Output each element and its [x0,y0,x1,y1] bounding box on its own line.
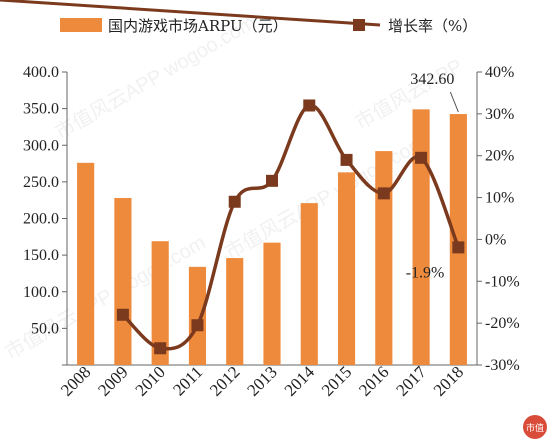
corner-logo: 市值 [523,415,547,439]
bar [412,109,430,365]
bar [226,258,244,365]
bar [188,266,207,365]
line-marker [116,308,129,321]
right-axis-ticks: -30% -20% -10% 0% 10% 20% 30% 40% [477,64,520,374]
left-tick-label: 100.0 [23,284,59,301]
right-tick-label: 20% [485,148,514,165]
right-tick-label: 0% [485,231,506,248]
legend-line-label: 增长率（%） [388,17,477,35]
bar [337,172,356,365]
legend-line-swatch [0,0,381,27]
watermark-text: 市值风云APP [351,54,466,134]
line-marker [191,319,204,332]
line-marker [228,195,241,208]
legend: 国内游戏市场ARPU（元） 增长率（%） [0,0,477,35]
right-tick-label: -20% [485,315,520,332]
bar [151,241,169,365]
line-marker [340,153,353,166]
bar [449,114,467,365]
bar [300,203,318,365]
growth-value-label: -1.9% [406,264,445,281]
bar [77,162,95,365]
bar-series [77,109,467,365]
line-marker [154,342,167,355]
x-axis-ticks: 2008 2009 2010 2011 2012 2013 2014 2015 2016 2017… [57,362,467,400]
right-tick-label: -10% [485,273,520,290]
left-tick-label: 350.0 [23,101,59,118]
right-tick-label: 30% [485,106,514,123]
left-axis-ticks: 50.0 100.0 150.0 200.0 250.0 300.0 350.0 400.0 [23,64,67,366]
left-tick-label: 250.0 [23,174,59,191]
legend-bar-label: 国内游戏市场ARPU（元） [108,17,288,35]
bar-value-leader [449,91,459,113]
line-marker [415,151,428,164]
legend-bar-swatch [60,18,102,32]
left-tick-label: 400.0 [23,64,59,81]
line-marker [303,99,316,112]
line-series [116,99,465,355]
x-tick-label: 2010 [132,362,169,399]
bar [114,197,132,365]
x-tick-label: 2012 [206,362,243,399]
x-tick-label: 2013 [243,362,280,399]
x-tick-label: 2015 [318,362,355,399]
line-marker [266,174,278,187]
right-tick-label: 40% [485,64,514,81]
left-tick-label: 300.0 [23,137,59,154]
right-tick-label: -30% [485,357,520,374]
x-tick-label: 2016 [355,362,392,399]
growth-line [121,103,460,351]
x-tick-label: 2014 [281,362,319,400]
watermark-text: 市值风云APP wogoo.com [221,131,430,265]
bar [375,151,393,365]
x-tick-label: 2008 [57,362,94,399]
left-tick-label: 50.0 [31,320,59,337]
left-tick-label: 150.0 [23,247,59,264]
corner-logo-circle [523,415,547,439]
bar [263,242,281,365]
x-tick-label: 2018 [430,362,467,399]
x-tick-label: 2011 [169,362,206,399]
right-tick-label: 10% [485,190,514,207]
line-marker [452,241,465,254]
legend-line-marker [353,19,365,31]
x-tick-label: 2017 [392,362,430,400]
x-tick-label: 2009 [94,362,131,399]
line-marker [377,187,390,200]
corner-logo-text: 市值 [526,422,544,434]
annotations: 342.60 -1.9% [406,71,459,281]
left-tick-label: 200.0 [23,211,59,228]
bar-value-label: 342.60 [410,71,454,88]
